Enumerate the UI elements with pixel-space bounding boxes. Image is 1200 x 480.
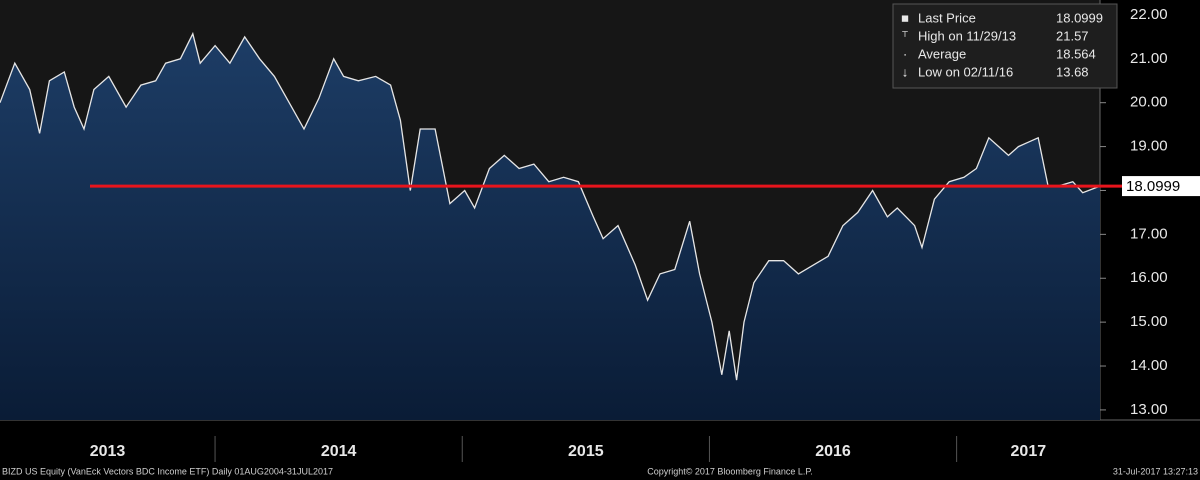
x-tick-label: 2015 [568, 443, 604, 460]
x-axis-background [0, 420, 1200, 480]
x-tick-label: 2014 [321, 443, 357, 460]
y-tick-label: 13.00 [1130, 401, 1168, 418]
last-price-box [1122, 176, 1200, 197]
footer-right: 31-Jul-2017 13:27:13 [1113, 466, 1198, 476]
y-tick-label: 21.00 [1130, 50, 1168, 67]
legend-icon: ■ [901, 10, 909, 25]
legend-value: 18.0999 [1056, 10, 1103, 25]
legend-icon: ↓ [902, 64, 909, 79]
x-tick-label: 2017 [1011, 443, 1047, 460]
legend-label: Last Price [918, 10, 976, 25]
footer-center: Copyright© 2017 Bloomberg Finance L.P. [647, 466, 813, 476]
legend-box [892, 3, 1118, 89]
last-price-label: 18.0999 [1126, 178, 1180, 195]
y-tick-label: 20.00 [1130, 94, 1168, 111]
legend-value: 18.564 [1056, 46, 1096, 61]
legend-icon: ⸆ [902, 28, 909, 43]
legend-icon: ∙ [903, 46, 907, 61]
y-tick-label: 15.00 [1130, 313, 1168, 330]
y-tick-label: 16.00 [1130, 269, 1168, 286]
legend-label: Average [918, 46, 966, 61]
legend-label: High on 11/29/13 [918, 28, 1016, 43]
legend-value: 21.57 [1056, 28, 1089, 43]
y-tick-label: 17.00 [1130, 225, 1168, 242]
footer-left: BIZD US Equity (VanEck Vectors BDC Incom… [2, 466, 333, 476]
x-tick-label: 2016 [815, 443, 851, 460]
y-tick-label: 19.00 [1130, 138, 1168, 155]
line [0, 31, 1101, 381]
x-tick-label: 2013 [90, 443, 126, 460]
y-tick-label: 22.00 [1130, 6, 1168, 23]
y-tick-label: 14.00 [1130, 357, 1168, 374]
legend-value: 13.68 [1056, 64, 1089, 79]
legend-label: Low on 02/11/16 [918, 64, 1013, 79]
area [0, 33, 1100, 421]
